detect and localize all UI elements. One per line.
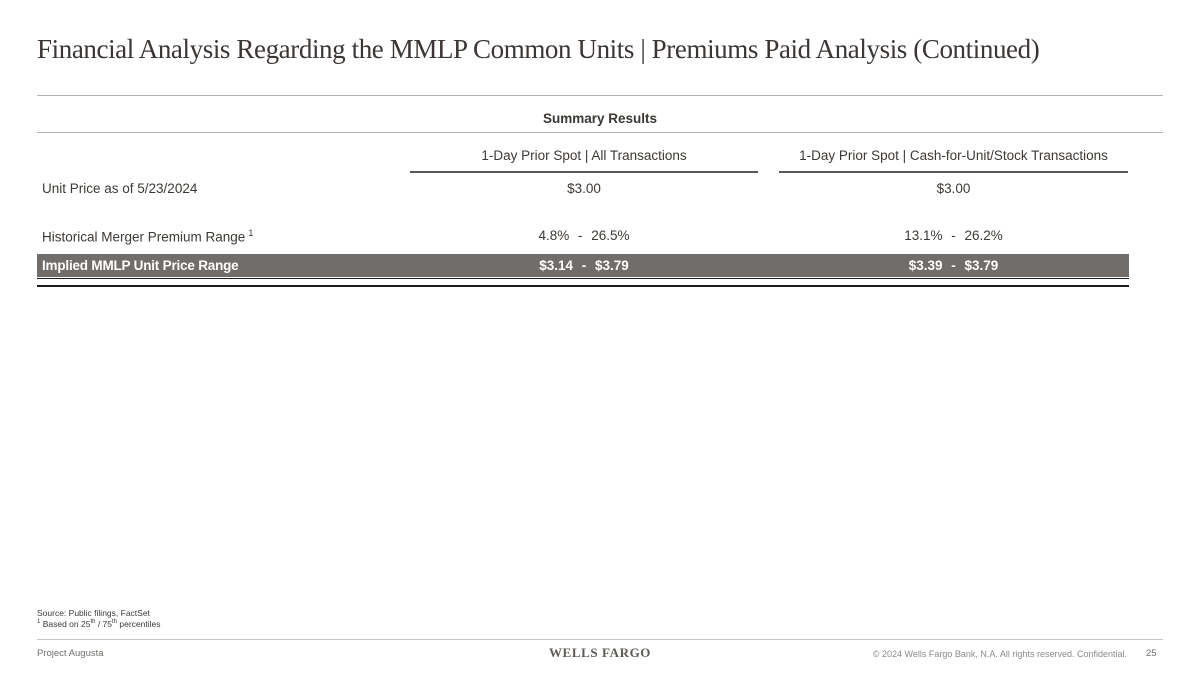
- wells-fargo-logo: WELLS FARGO: [548, 645, 652, 660]
- footnote-1: 1 Based on 25th / 75th percentiles: [37, 619, 161, 629]
- footnote-1-text-c: percentiles: [117, 619, 161, 629]
- row-label-implied-price-range: Implied MMLP Unit Price Range: [42, 258, 239, 273]
- unit-price-col1-value: $3.00: [567, 181, 601, 196]
- footer-rule: [37, 639, 1163, 640]
- total-rule-thick: [37, 285, 1129, 287]
- column-underline-1: [410, 171, 758, 173]
- premium-range-label-text: Historical Merger Premium Range: [42, 229, 246, 245]
- section-header: Summary Results: [542, 111, 658, 126]
- implied-range-col1-value: $3.14 - $3.79: [539, 258, 629, 273]
- premium-range-col1-value: 4.8% - 26.5%: [538, 228, 630, 243]
- row-label-unit-price: Unit Price as of 5/23/2024: [42, 181, 198, 196]
- footnote-1-sup-th-b: th: [112, 619, 118, 626]
- footnote-1-sup-th-a: th: [90, 619, 96, 626]
- row-label-premium-range: Historical Merger Premium Range 1: [42, 228, 253, 245]
- page-number: 25: [1146, 648, 1157, 659]
- column-header-cash-for-unit-stock: 1-Day Prior Spot | Cash-for-Unit/Stock T…: [799, 148, 1108, 163]
- footnote-marker-1: 1: [248, 228, 254, 238]
- implied-range-col2-value: $3.39 - $3.79: [908, 258, 999, 273]
- unit-price-col2-value: $3.00: [936, 181, 971, 196]
- total-rule-thin: [37, 278, 1129, 279]
- source-note: Source: Public filings, FactSet: [37, 608, 150, 618]
- footnote-1-text-b: / 75: [95, 619, 113, 629]
- column-underline-2: [779, 171, 1128, 173]
- footnote-1-text-a: Based on 25: [42, 619, 91, 629]
- footer-project-name: Project Augusta: [37, 648, 104, 659]
- footer-copyright: © 2024 Wells Fargo Bank, N.A. All rights…: [872, 649, 1127, 659]
- section-rule-bottom: [37, 132, 1163, 133]
- column-header-all-transactions: 1-Day Prior Spot | All Transactions: [481, 148, 687, 163]
- premium-range-col2-value: 13.1% - 26.2%: [904, 228, 1003, 243]
- section-rule-top: [37, 95, 1163, 96]
- footnote-1-marker: 1: [37, 619, 41, 626]
- highlighted-total-row: Implied MMLP Unit Price Range $3.14 - $3…: [37, 254, 1129, 277]
- page-title: Financial Analysis Regarding the MMLP Co…: [37, 34, 1040, 64]
